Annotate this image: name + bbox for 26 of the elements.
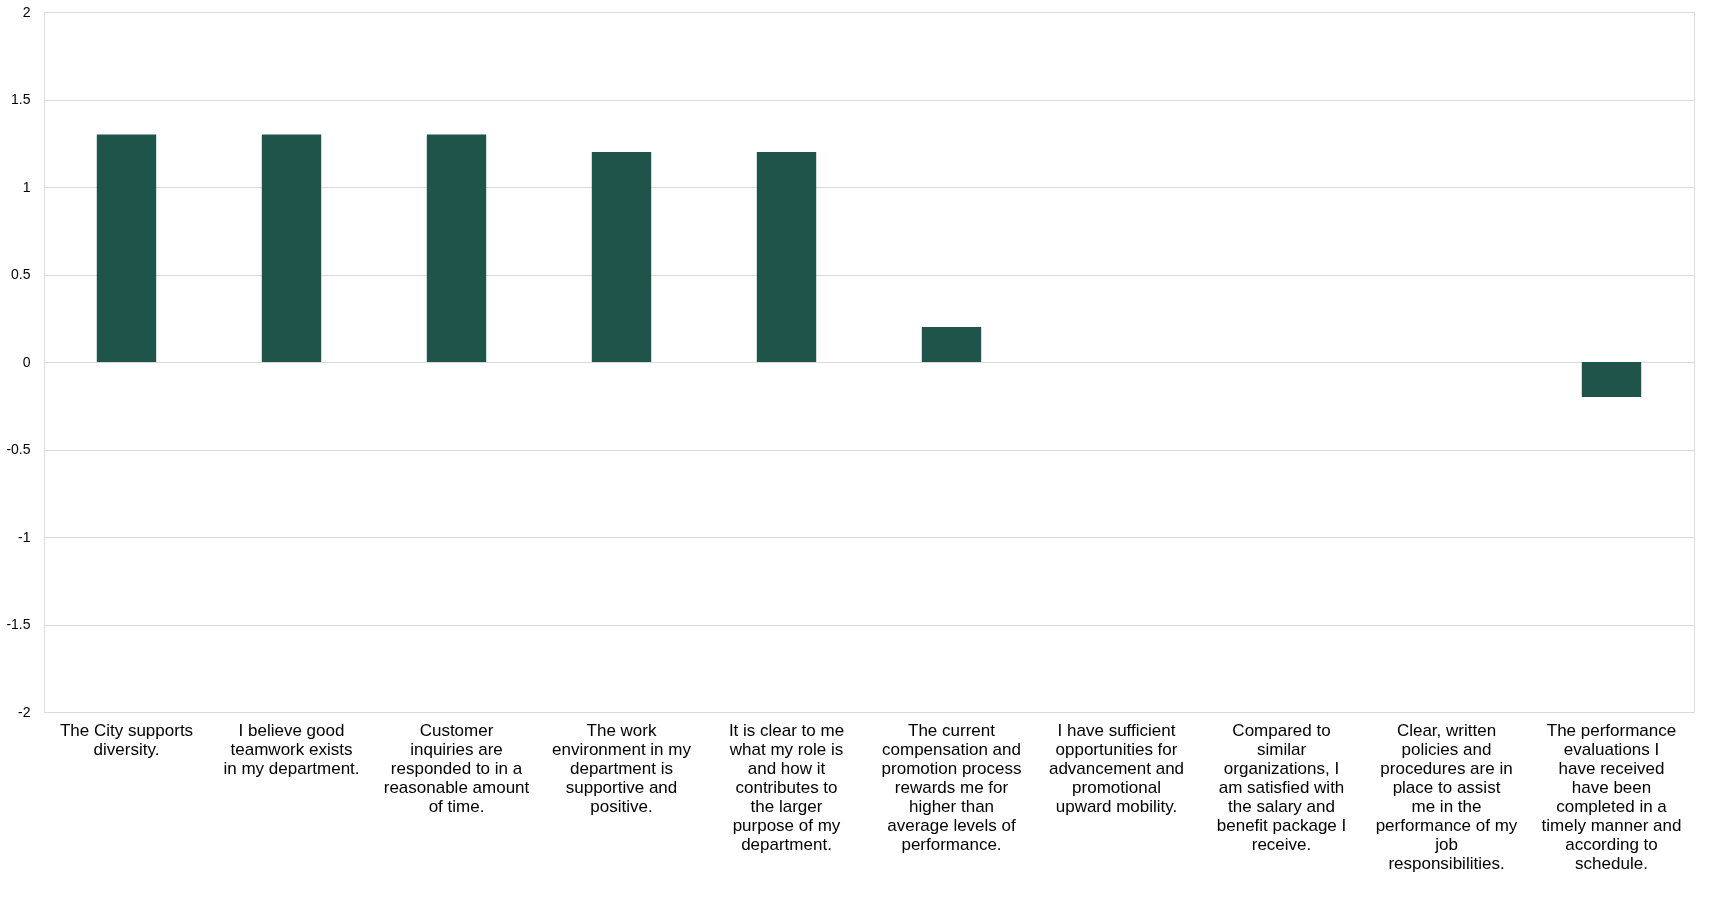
bar (96, 134, 157, 362)
y-tick-label: -0.5 (6, 441, 31, 457)
y-tick-label: 1 (22, 178, 31, 195)
bar (756, 152, 817, 362)
y-tick-label: 1.5 (11, 91, 31, 107)
bar (591, 152, 652, 362)
x-tick-label: The work environment in my department is supportive and positive. (552, 720, 692, 816)
x-tick-label: It is clear to me what my role is and how it contributes to the larger purpose of my department. (728, 720, 845, 854)
x-tick-label: Compared to similar organizations, I am satisfied with the salary and benefit package I receive. (1216, 720, 1347, 854)
x-tick-label: The City supports diversity. (59, 720, 194, 759)
bar (261, 134, 322, 362)
y-tick-label: -1.5 (6, 616, 31, 632)
x-tick-label: I have sufficient opportunities for advancement and promotional upward mobility. (1048, 720, 1185, 816)
x-tick-label: The performance evaluations I have received have been completed in a timely manner and according to schedule. (1541, 720, 1682, 873)
x-tick-label: The current compensation and promotion process rewards me for higher than average levels of performance. (881, 720, 1022, 854)
y-tick-label: -1 (18, 528, 31, 545)
x-tick-label: Customer inquiries are responded to in a reasonable amount of time. (383, 720, 530, 816)
bar (921, 327, 982, 362)
bar (426, 134, 487, 362)
y-tick-label: 0.5 (11, 266, 31, 282)
x-tick-label: Clear, written policies and procedures are in place to assist me in the performance of my job responsibilities. (1375, 720, 1518, 873)
bar (1581, 362, 1642, 397)
y-tick-label: 2 (22, 3, 31, 20)
y-tick-label: 0 (22, 353, 31, 370)
y-tick-label: -2 (18, 703, 31, 720)
x-tick-label: I believe good teamwork exists in my department. (223, 720, 360, 778)
